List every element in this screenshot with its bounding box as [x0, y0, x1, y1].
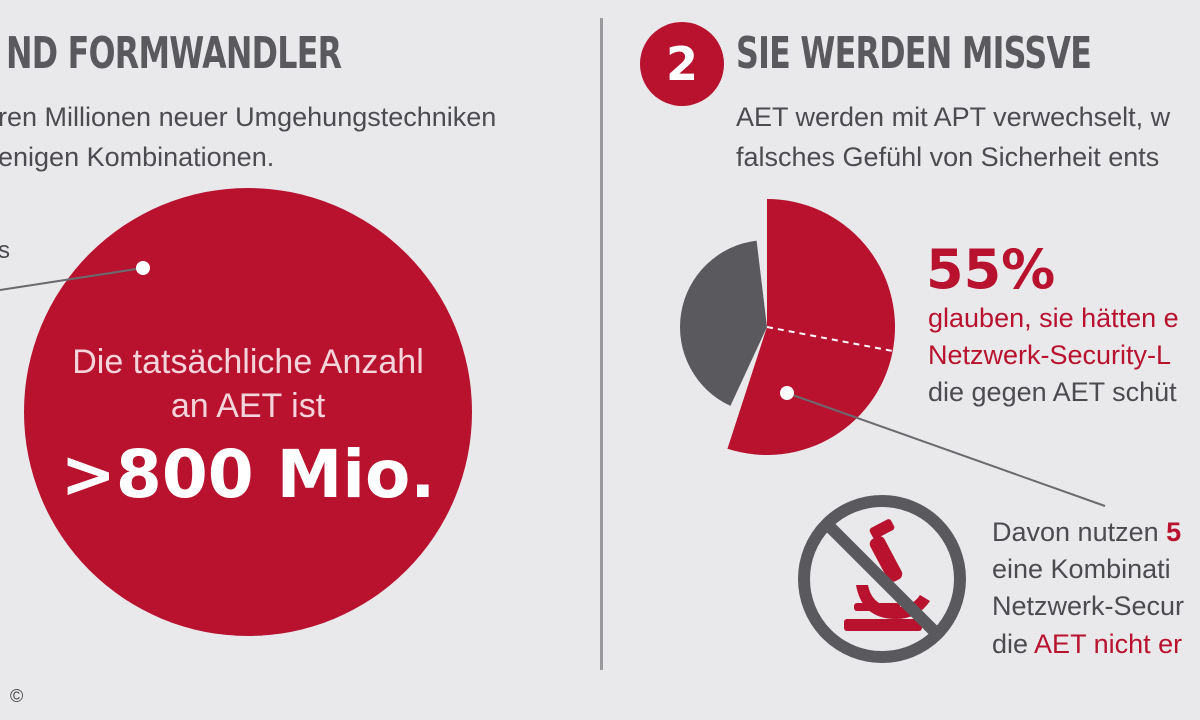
- total-aet-circle: [24, 188, 472, 636]
- leader-line: [0, 267, 144, 291]
- pie-leader-dot: [780, 386, 794, 400]
- percent-caption-line-2: Netzwerk-Security-L: [928, 340, 1172, 370]
- left-fragment-label: s: [0, 237, 10, 264]
- pie-group: [680, 199, 895, 455]
- pie-chart: [680, 199, 1106, 507]
- section-divider: [600, 18, 603, 670]
- leader-dot: [136, 261, 150, 275]
- sub-caption-percent: 5: [1166, 517, 1182, 547]
- left-intro-line-2: enigen Kombinationen.: [0, 142, 275, 172]
- circle-value: >800 Mio.: [60, 436, 436, 513]
- left-intro-line-1: ren Millionen neuer Umgehungstechniken: [0, 102, 497, 132]
- circle-text-line-1: Die tatsächliche Anzahl: [72, 343, 424, 381]
- pie-slice-rest: [680, 240, 767, 406]
- percent-caption-line-3: die gegen AET schüt: [928, 377, 1177, 407]
- sub-caption-text: Davon nutzen: [992, 517, 1167, 547]
- sub-caption-line-2: eine Kombinati: [992, 554, 1171, 584]
- sub-caption-text-2: die: [992, 629, 1035, 659]
- copyright-mark: ©: [10, 686, 24, 706]
- sub-caption-line-1: Davon nutzen 5: [992, 514, 1181, 551]
- left-headline: ND FORMWANDLER: [6, 28, 342, 79]
- pie-leader-line: [786, 392, 1106, 507]
- percent-caption-line-1: glauben, sie hätten e: [928, 303, 1179, 333]
- right-headline: SIE WERDEN MISSVE: [736, 28, 1092, 79]
- pie-slice-highlight: [727, 199, 895, 455]
- sub-caption-line-3: Netzwerk-Secur: [992, 591, 1185, 621]
- no-microscope-icon: [798, 495, 966, 663]
- percent-value: 55%: [926, 238, 1056, 301]
- section-number-badge: 2: [640, 22, 724, 106]
- right-intro-line-1: AET werden mit APT verwechselt, w: [736, 102, 1171, 132]
- left-leader-line: [0, 261, 150, 291]
- circle-text-line-2: an AET ist: [170, 387, 326, 425]
- right-intro-line-2: falsches Gefühl von Sicherheit ents: [736, 142, 1160, 172]
- sub-caption-line-4: die AET nicht er: [992, 626, 1182, 663]
- sub-caption-highlight: AET nicht er: [1034, 629, 1183, 659]
